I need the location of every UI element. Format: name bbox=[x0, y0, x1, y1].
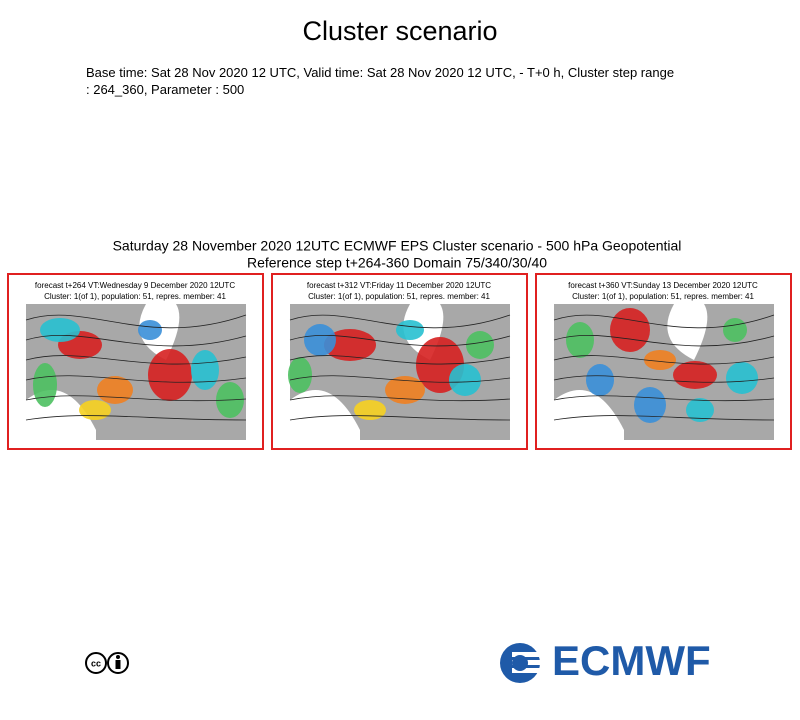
contour bbox=[553, 375, 775, 383]
ecmwf-logo-icon bbox=[500, 643, 552, 683]
sea-area bbox=[290, 390, 360, 440]
contour bbox=[289, 355, 511, 365]
contour bbox=[25, 314, 247, 329]
field-shade bbox=[449, 364, 481, 396]
page-title: Cluster scenario bbox=[302, 16, 498, 46]
field-shade bbox=[634, 387, 666, 423]
field-shade bbox=[686, 398, 714, 422]
contour bbox=[289, 395, 511, 402]
panel-caption: forecast t+312 VT:Friday 11 December 202… bbox=[307, 281, 491, 290]
panel: forecast t+264 VT:Wednesday 9 December 2… bbox=[7, 273, 264, 450]
map bbox=[553, 304, 775, 440]
map bbox=[25, 304, 247, 440]
map bbox=[288, 304, 511, 440]
panel: forecast t+360 VT:Sunday 13 December 202… bbox=[535, 273, 792, 450]
contour bbox=[553, 355, 775, 365]
panel-caption: Cluster: 1(of 1), population: 51, repres… bbox=[44, 292, 226, 301]
panel-caption: Cluster: 1(of 1), population: 51, repres… bbox=[308, 292, 490, 301]
field-shade bbox=[97, 376, 133, 404]
field-shade bbox=[566, 322, 594, 358]
field-shade bbox=[324, 329, 376, 361]
cc-icon: cc bbox=[85, 652, 129, 674]
field-shade bbox=[466, 331, 494, 359]
figure-title: Saturday 28 November 2020 12UTC ECMWF EP… bbox=[113, 238, 682, 254]
field-shade bbox=[644, 350, 676, 370]
field-shade bbox=[396, 320, 424, 340]
contour bbox=[553, 334, 775, 347]
field-shade bbox=[40, 318, 80, 342]
svg-text:cc: cc bbox=[91, 658, 101, 668]
panel-caption: Cluster: 1(of 1), population: 51, repres… bbox=[572, 292, 754, 301]
field-shade bbox=[586, 364, 614, 396]
contour bbox=[25, 334, 247, 347]
contour bbox=[553, 395, 775, 402]
field-shade bbox=[385, 376, 425, 404]
panel: forecast t+312 VT:Friday 11 December 202… bbox=[271, 273, 528, 450]
sea-area bbox=[554, 390, 624, 440]
panel-caption: forecast t+264 VT:Wednesday 9 December 2… bbox=[35, 281, 235, 290]
contour bbox=[553, 415, 775, 421]
info-text: Base time: Sat 28 Nov 2020 12 UTC, Valid… bbox=[86, 65, 675, 97]
contour bbox=[25, 375, 247, 383]
field-shade bbox=[148, 349, 192, 401]
field-shade bbox=[723, 318, 747, 342]
field-shade bbox=[354, 400, 386, 420]
field-shade bbox=[191, 350, 219, 390]
field-shade bbox=[726, 362, 758, 394]
field-shade bbox=[610, 308, 650, 352]
contour bbox=[25, 395, 247, 402]
contour bbox=[553, 314, 775, 329]
contour bbox=[289, 314, 511, 329]
field-shade bbox=[138, 320, 162, 340]
field-shade bbox=[79, 400, 111, 420]
contour bbox=[289, 334, 511, 347]
field-shade bbox=[673, 361, 717, 389]
contour bbox=[25, 355, 247, 365]
contour bbox=[25, 415, 247, 421]
field-shade bbox=[304, 324, 336, 356]
contour bbox=[289, 375, 511, 383]
panel-caption: forecast t+360 VT:Sunday 13 December 202… bbox=[568, 281, 758, 290]
figure-title: Reference step t+264-360 Domain 75/340/3… bbox=[247, 255, 547, 271]
field-shade bbox=[33, 363, 57, 407]
contour bbox=[289, 415, 511, 421]
ecmwf-logo: ECMWF bbox=[552, 637, 711, 684]
field-shade bbox=[288, 357, 312, 393]
